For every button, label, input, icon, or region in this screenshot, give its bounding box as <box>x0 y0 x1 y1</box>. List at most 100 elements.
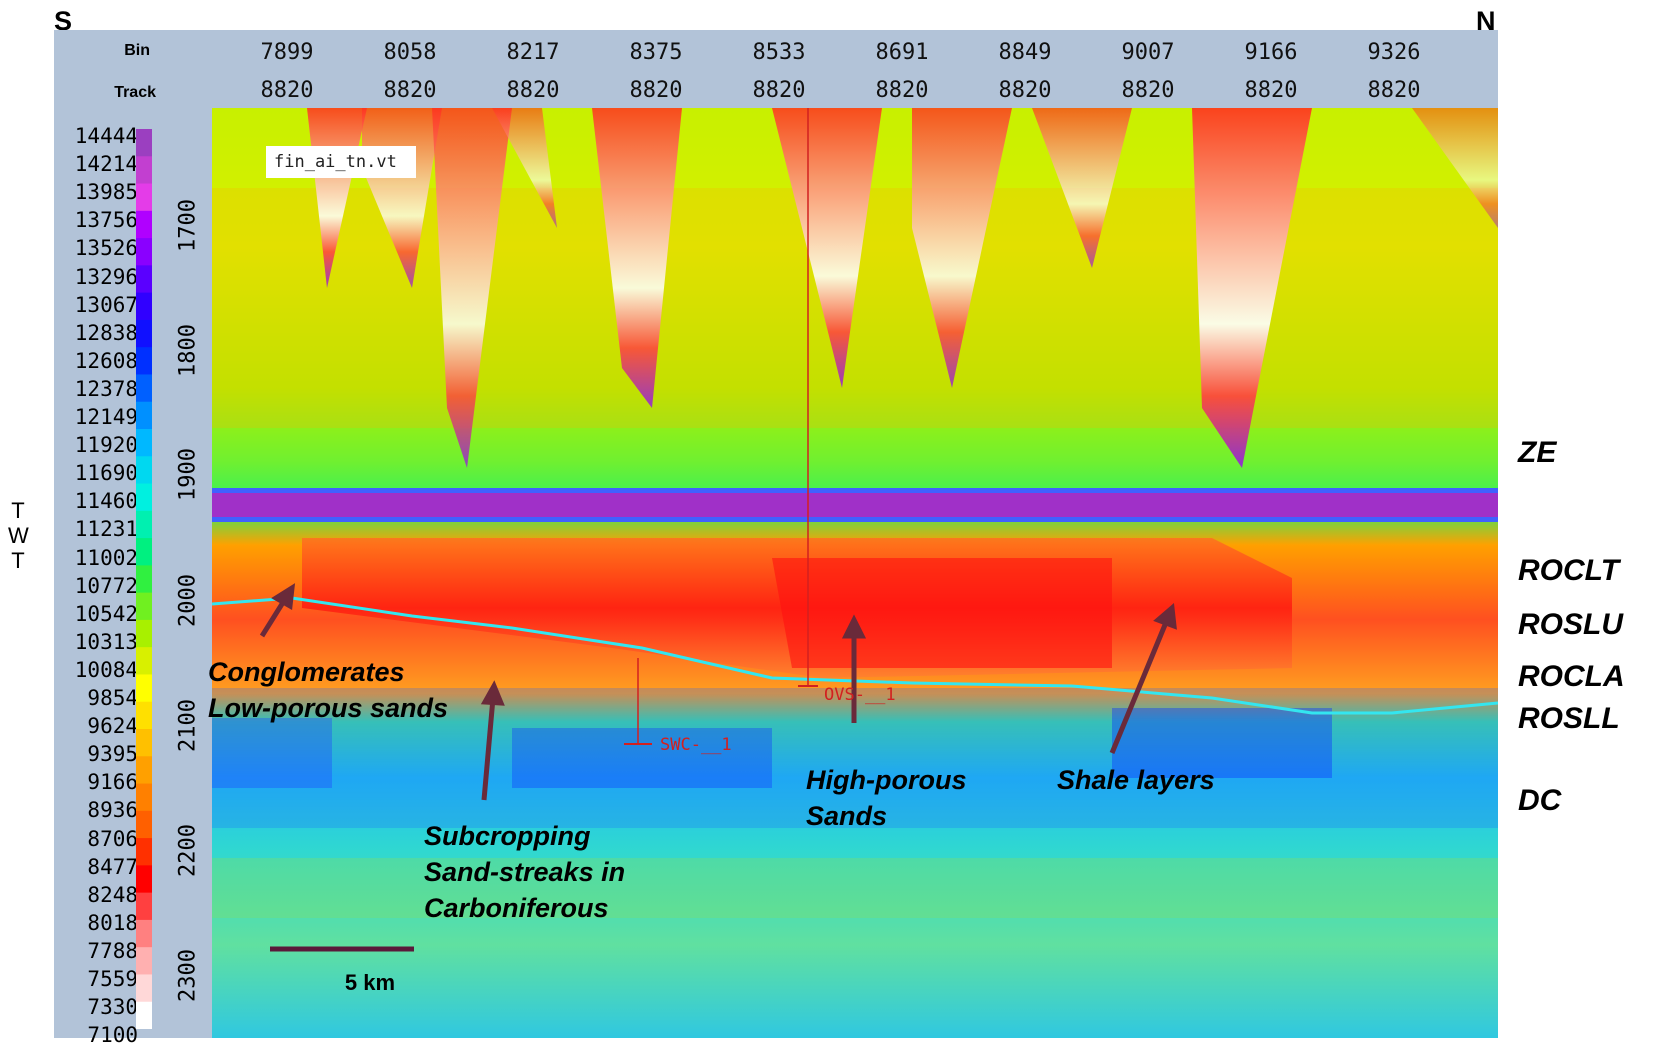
color-scale-value: 11002 <box>74 545 138 570</box>
horizon-label-rosll: ROSLL <box>1518 702 1620 735</box>
color-scale-swatch <box>136 729 152 757</box>
volume-name-tag: fin_ai_tn.vt <box>266 146 416 178</box>
time-tick-label: 2300 <box>175 949 201 1002</box>
horizon-label-roslu: ROSLU <box>1518 608 1623 641</box>
twt-letter: T <box>11 498 25 523</box>
color-scale-swatch <box>136 892 152 921</box>
color-scale-swatch <box>136 1001 152 1029</box>
color-scale-value: 8018 <box>87 910 138 935</box>
color-scale-swatch <box>136 210 152 239</box>
horizon-label-dc: DC <box>1518 784 1562 817</box>
color-scale-swatch <box>136 238 152 266</box>
bin-tick-label: 8058 <box>383 40 437 65</box>
bin-tick-label: 9007 <box>1121 40 1175 65</box>
color-scale-value: 11920 <box>74 433 138 458</box>
color-scale-swatch <box>136 674 152 703</box>
color-scale-value: 12608 <box>74 348 138 373</box>
twt-axis-label: T W T <box>8 498 29 573</box>
time-tick-label: 1700 <box>175 199 201 252</box>
color-scale-value: 10313 <box>74 629 138 654</box>
color-scale-swatch <box>136 319 152 348</box>
bin-tick-label: 9166 <box>1244 40 1298 65</box>
color-scale-swatch <box>136 783 152 812</box>
color-scale-swatch <box>136 565 152 594</box>
color-scale-swatch <box>136 592 152 621</box>
bin-tick-label: 8217 <box>506 40 560 65</box>
time-tick-label: 2100 <box>175 699 201 752</box>
color-scale-panel <box>54 108 212 1038</box>
annotation-line: High-porous <box>806 765 967 795</box>
annotation-line: Subcropping <box>424 821 591 851</box>
color-scale-swatch <box>136 947 152 975</box>
time-tick-label: 2000 <box>175 574 201 627</box>
color-scale-value: 12378 <box>74 376 138 401</box>
well-label-swc: SWC-__1 <box>660 735 732 755</box>
color-scale-value: 9395 <box>87 742 138 767</box>
color-scale-swatch <box>136 838 152 866</box>
track-tick-label: 8820 <box>1367 78 1421 103</box>
bin-tick-label: 8691 <box>875 40 929 65</box>
color-scale-value: 13067 <box>74 292 138 317</box>
track-tick-label: 8820 <box>629 78 683 103</box>
north-label: N <box>1476 6 1496 36</box>
color-scale-swatch <box>136 292 152 321</box>
color-scale-swatch <box>136 510 152 539</box>
annotation-line: Shale layers <box>1057 765 1215 795</box>
time-tick-label: 1900 <box>175 448 201 501</box>
track-tick-label: 8820 <box>383 78 437 103</box>
color-scale-value: 13526 <box>74 236 138 261</box>
color-scale-swatch <box>136 619 152 648</box>
color-scale-value: 8936 <box>87 798 138 823</box>
annotation-line: Conglomerates <box>208 657 405 687</box>
axis-header <box>54 30 1498 108</box>
color-scale-value: 9624 <box>87 714 138 739</box>
color-scale-swatch <box>136 129 152 157</box>
color-scale-value: 14214 <box>74 152 138 177</box>
horizon-label-ze: ZE <box>1518 436 1557 469</box>
color-scale-swatch <box>136 429 152 457</box>
time-tick-label: 2200 <box>175 824 201 877</box>
color-scale-swatch <box>136 456 152 485</box>
track-tick-label: 8820 <box>1244 78 1298 103</box>
south-label: S <box>54 6 73 36</box>
color-scale-swatch <box>136 756 152 785</box>
bin-tick-label: 8375 <box>629 40 683 65</box>
color-scale-value: 11690 <box>74 461 138 486</box>
color-scale-swatch <box>136 919 152 948</box>
twt-letter: W <box>8 523 29 548</box>
track-tick-label: 8820 <box>260 78 314 103</box>
color-scale-value: 7100 <box>87 1023 138 1048</box>
time-tick-label: 1800 <box>175 324 201 377</box>
well-label-ovs: OVS-__1 <box>824 685 896 705</box>
color-scale-value: 12838 <box>74 320 138 345</box>
track-label: Track <box>114 84 156 101</box>
bin-tick-label: 9326 <box>1367 40 1421 65</box>
annotation-line: Sand-streaks in <box>424 857 626 887</box>
annotation-shale: Shale layers <box>1057 762 1215 798</box>
bin-label: Bin <box>124 42 150 59</box>
bin-tick-label: 8849 <box>998 40 1052 65</box>
color-scale-swatch <box>136 347 152 375</box>
color-scale-value: 8477 <box>87 854 138 879</box>
track-tick-label: 8820 <box>998 78 1052 103</box>
color-scale-swatch <box>136 183 152 212</box>
annotation-line: Sands <box>806 801 888 831</box>
track-tick-label: 8820 <box>1121 78 1175 103</box>
horizon-label-rocla: ROCLA <box>1518 660 1625 693</box>
color-scale-value: 9166 <box>87 770 138 795</box>
color-scale-swatch <box>136 865 152 894</box>
bin-tick-label: 8533 <box>752 40 806 65</box>
color-scale-value: 10772 <box>74 573 138 598</box>
track-tick-label: 8820 <box>506 78 560 103</box>
color-scale-swatch <box>136 701 152 730</box>
annotation-high-porous: High-porous Sands <box>806 762 966 834</box>
track-tick-label: 8820 <box>875 78 929 103</box>
color-scale-value: 14444 <box>74 124 138 148</box>
color-scale-swatch <box>136 265 152 294</box>
color-scale-swatch <box>136 374 152 403</box>
color-scale-value: 10542 <box>74 601 138 626</box>
horizon-label-roclt: ROCLT <box>1518 554 1620 587</box>
color-scale-bar <box>136 129 152 1029</box>
color-scale-value: 11460 <box>74 489 138 514</box>
color-scale-value: 8248 <box>87 882 138 907</box>
